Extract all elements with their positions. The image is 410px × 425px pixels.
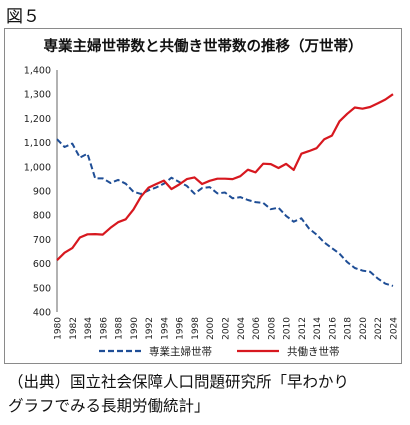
y-tick-label: 500 [33, 283, 51, 294]
y-tick-label: 1,400 [24, 66, 51, 77]
x-tick-label: 1984 [84, 317, 94, 340]
housewife-households-line [56, 138, 394, 287]
y-tick-label: 1,300 [24, 90, 51, 101]
y-tick-label: 1,200 [24, 114, 51, 125]
x-tick-label: 1980 [54, 317, 64, 340]
y-tick-label: 700 [33, 235, 51, 246]
x-tick-label: 2010 [283, 317, 293, 340]
source-line-2: グラフでみる長期労働統計」 [8, 397, 210, 415]
x-tick-label: 1996 [176, 317, 186, 340]
dual-income-households-line [56, 93, 394, 261]
x-tick-label: 2006 [252, 317, 262, 340]
x-tick-label: 2018 [344, 317, 354, 340]
y-tick-label: 800 [33, 211, 51, 222]
x-tick-label: 2022 [374, 317, 384, 340]
x-tick-label: 1986 [99, 317, 109, 340]
line-chart: 400 500 600 700 800 900 1,000 1,100 1,200 1,300 1,… [24, 66, 400, 359]
x-tick-label: 1982 [69, 317, 79, 340]
x-tick-label: 2014 [313, 317, 323, 340]
chart-title: 専業主婦世帯数と共働き世帯数の推移（万世帯） [43, 39, 363, 55]
x-tick-label: 1994 [160, 317, 170, 340]
chart-frame: 専業主婦世帯数と共働き世帯数の推移（万世帯） 400 500 600 700 800 90… [4, 28, 402, 364]
x-tick-label: 2024 [390, 317, 400, 340]
y-tick-label: 1,100 [24, 138, 51, 149]
source-note: （出典）国立社会保障人口問題研究所「早わかり グラフでみる長期労働統計」 [8, 370, 404, 418]
source-line-1: （出典）国立社会保障人口問題研究所「早わかり [8, 373, 350, 391]
x-tick-label: 1988 [115, 317, 125, 340]
x-tick-label: 2004 [237, 317, 247, 340]
x-tick-label: 2012 [298, 317, 308, 340]
x-tick-label: 2008 [267, 317, 277, 340]
x-tick-label: 2020 [359, 317, 369, 340]
figure-label: 図５ [6, 7, 40, 27]
x-tick-label: 2000 [206, 317, 216, 340]
y-tick-label: 1,000 [24, 162, 51, 173]
y-tick-label: 900 [33, 187, 51, 198]
x-tick-label: 1992 [145, 317, 155, 340]
x-tick-label: 2002 [222, 317, 232, 340]
x-tick-label: 1998 [191, 317, 201, 340]
x-tick-label: 2016 [328, 317, 338, 340]
y-tick-label: 600 [33, 259, 51, 270]
x-tick-label: 1990 [130, 317, 140, 340]
legend-label: 専業主婦世帯 [149, 345, 212, 358]
y-tick-label: 400 [33, 308, 51, 319]
legend-label: 共働き世帯 [287, 345, 340, 358]
